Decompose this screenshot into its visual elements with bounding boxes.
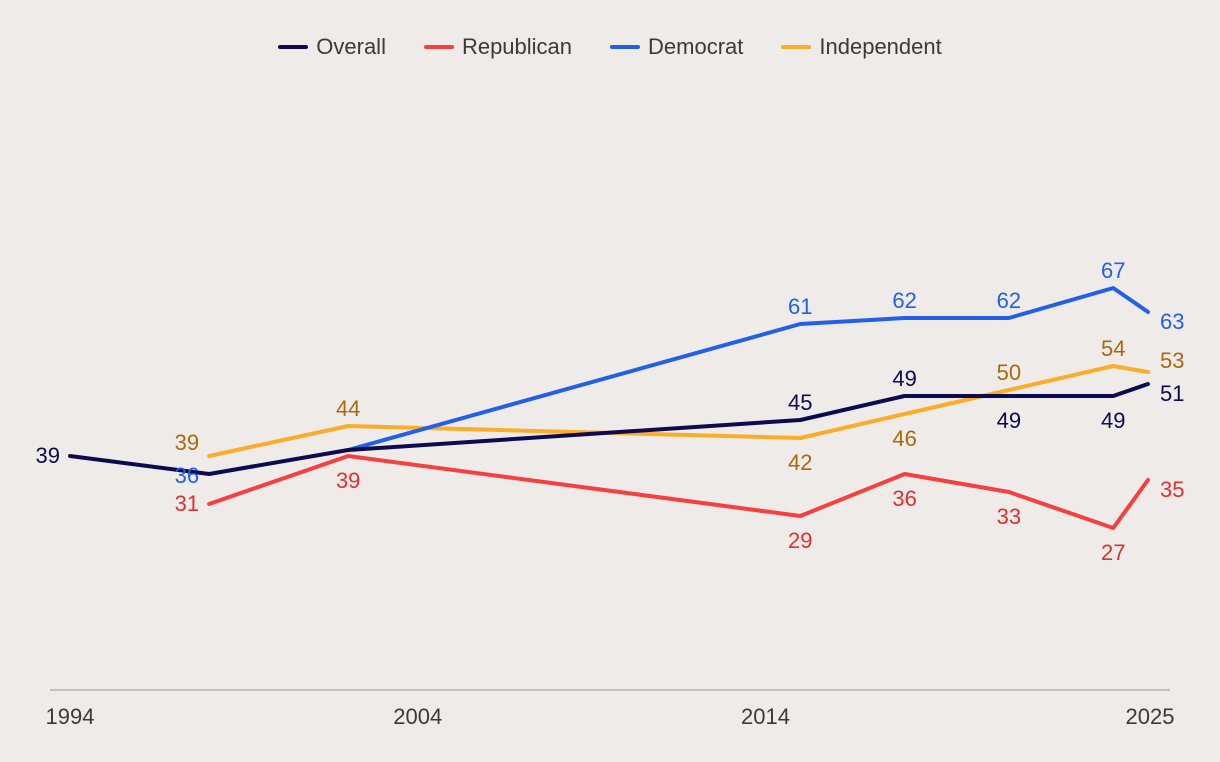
data-label-democrat-2015: 61 [788,294,812,319]
data-label-independent-2018: 46 [892,426,916,451]
legend: Overall Republican Democrat Independent [0,34,1220,60]
data-label-republican-2021: 33 [997,504,1021,529]
data-label-independent-1998: 39 [175,430,199,455]
legend-item-democrat: Democrat [610,34,743,60]
data-label-republican-2025: 35 [1160,477,1184,502]
legend-label-overall: Overall [316,34,386,59]
legend-label-democrat: Democrat [648,34,744,59]
x-tick-1994: 1994 [46,704,95,729]
legend-item-overall: Overall [278,34,386,60]
legend-item-independent: Independent [781,34,942,60]
data-label-republican-2018: 36 [892,486,916,511]
data-label-independent-2015: 42 [788,450,812,475]
data-label-independent-2025: 53 [1160,348,1184,373]
legend-swatch-overall [278,45,309,49]
data-label-independent-2021: 50 [997,360,1021,385]
legend-label-republican: Republican [461,34,573,59]
data-label-overall-2021: 49 [997,408,1021,433]
series-line-republican [207,454,1150,530]
series-line-overall [68,382,1150,476]
series-line-independent [207,364,1150,458]
series-line-democrat [346,286,1150,452]
data-label-democrat-2018: 62 [892,288,916,313]
x-tick-2004: 2004 [393,704,442,729]
legend-swatch-republican [423,45,454,49]
data-label-republican-2002: 39 [336,468,360,493]
data-label-independent-2002: 44 [336,396,360,421]
data-label-republican-1998: 31 [175,491,199,516]
data-label-democrat-2021: 62 [997,288,1021,313]
data-label-overall-2015: 45 [788,390,812,415]
data-label-republican-2024: 27 [1101,540,1125,565]
data-label-democrat-2024: 67 [1101,258,1125,283]
data-label-independent-2024: 54 [1101,336,1125,361]
x-tick-2025: 2025 [1126,704,1175,729]
legend-label-independent: Independent [819,34,942,59]
data-label-democrat-2025: 63 [1160,309,1184,334]
annotation-democrat-1998: 36 [175,463,199,488]
data-label-overall-2018: 49 [892,366,916,391]
x-tick-2014: 2014 [741,704,790,729]
legend-item-republican: Republican [423,34,573,60]
data-label-republican-2015: 29 [788,528,812,553]
data-label-overall-1994: 39 [36,443,60,468]
data-label-overall-2024: 49 [1101,408,1125,433]
data-label-overall-2025: 51 [1160,381,1184,406]
legend-swatch-independent [781,45,812,49]
legend-swatch-democrat [610,45,641,49]
